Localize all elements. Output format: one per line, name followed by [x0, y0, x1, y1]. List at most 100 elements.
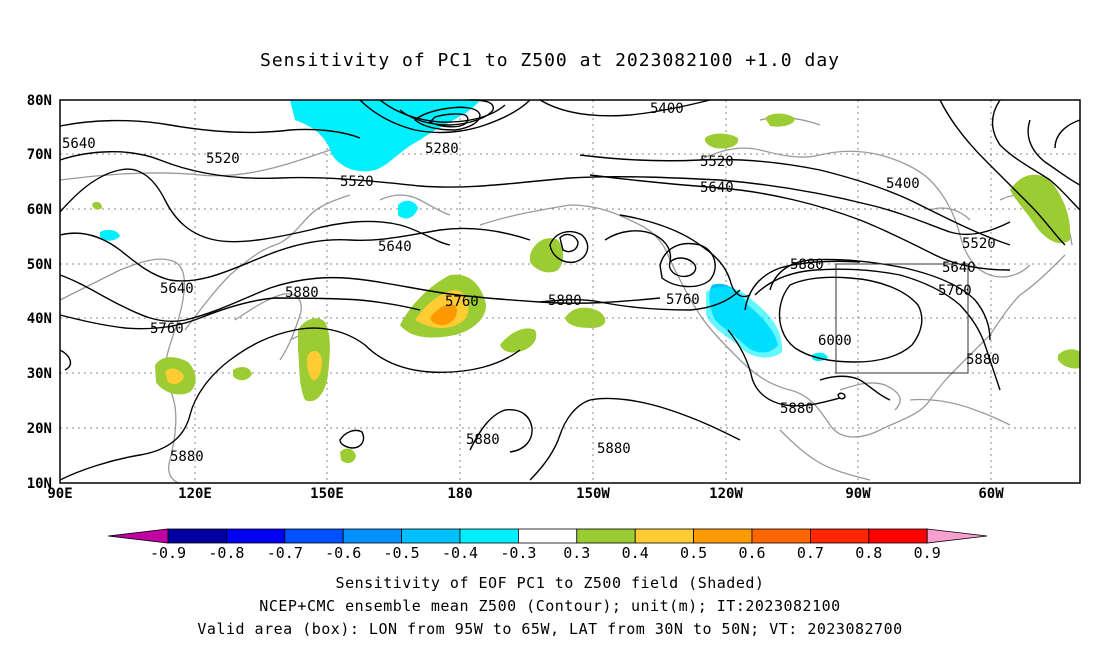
positive-region-small-3	[233, 366, 252, 381]
positive-region-mid-pacific	[500, 328, 537, 353]
positive-region-china-core	[165, 368, 184, 384]
colorbar-tick-label: 0.9	[914, 544, 941, 562]
contour-label: 5400	[886, 176, 920, 192]
sensitivity-shading	[92, 100, 1080, 464]
lat-label: 20N	[27, 421, 52, 437]
colorbar-tick-label: 0.8	[855, 544, 882, 562]
positive-region-mid-pacific-2	[565, 307, 606, 328]
lat-label: 50N	[27, 257, 52, 273]
colorbar-swatch	[225, 528, 286, 544]
map-frame	[59, 99, 1081, 484]
contour-label: 5880	[548, 293, 582, 309]
contour-label: 5760	[150, 321, 184, 337]
contour-label: 5400	[650, 101, 684, 117]
negative-region-small	[398, 200, 418, 219]
contour-labels: 5640 5520 5520 5280 5400 5520 5640 5400 …	[62, 101, 1000, 465]
lon-label: 90E	[47, 486, 72, 502]
colorbar-swatch	[167, 528, 227, 544]
contour-label: 5640	[942, 260, 976, 276]
colorbar-swatch	[459, 528, 519, 544]
colorbar-swatch	[693, 528, 753, 544]
colorbar-swatch	[868, 528, 928, 544]
colorbar-arrow-high	[926, 528, 988, 544]
positive-region-dateline-inner	[430, 304, 457, 326]
positive-region-small-2	[92, 201, 102, 210]
contour-label: 5880	[285, 285, 319, 301]
colorbar-swatch	[518, 528, 578, 544]
colorbar-tick-label: -0.9	[150, 544, 186, 562]
colorbar-tick-label: -0.8	[208, 544, 244, 562]
contour-label: 5880	[466, 432, 500, 448]
contour-label: 5520	[700, 154, 734, 170]
lat-axis-labels: 80N 70N 60N 50N 40N 30N 20N 10N	[27, 93, 52, 492]
z500-contours	[59, 99, 1081, 481]
lon-axis-labels: 90E 120E 150E 180 150W 120W 90W 60W	[47, 486, 1004, 502]
colorbar	[107, 528, 988, 544]
lat-label: 40N	[27, 311, 52, 327]
footer-line-1: Sensitivity of EOF PC1 to Z500 field (Sh…	[335, 574, 765, 592]
colorbar-tick-label: 0.4	[622, 544, 649, 562]
positive-region-arctic-2	[765, 113, 795, 127]
colorbar-labels: -0.9 -0.8 -0.7 -0.6 -0.5 -0.4 -0.3 0.3 0.4 0.5 0.6…	[150, 544, 941, 562]
contour-label: 5280	[425, 141, 459, 157]
lat-label: 10N	[27, 476, 52, 492]
contour-label: 5640	[62, 136, 96, 152]
contour-label: 5520	[206, 151, 240, 167]
positive-region-arctic	[704, 133, 739, 149]
contour-label: 5880	[966, 352, 1000, 368]
colorbar-swatch	[634, 528, 695, 544]
lat-label: 30N	[27, 366, 52, 382]
positive-region-west-pacific-core	[307, 350, 322, 381]
positive-region-small-1	[340, 448, 356, 464]
colorbar-tick-label: -0.6	[325, 544, 361, 562]
colorbar-tick-label: -0.7	[267, 544, 303, 562]
lat-label: 80N	[27, 93, 52, 109]
contour-label: 5520	[340, 174, 374, 190]
lon-label: 60W	[978, 486, 1004, 502]
colorbar-swatch	[751, 528, 811, 544]
lon-label: 180	[447, 486, 472, 502]
contour-label: 5760	[938, 283, 972, 299]
footer-line-3: Valid area (box): LON from 95W to 65W, L…	[197, 620, 903, 638]
lon-label: 150E	[310, 486, 344, 502]
contour-label: 5880	[597, 441, 631, 457]
contour-label: 6000	[818, 333, 852, 349]
figure-title: Sensitivity of PC1 to Z500 at 2023082100…	[259, 50, 840, 71]
colorbar-swatch	[342, 528, 403, 544]
lon-label: 150W	[576, 486, 610, 502]
colorbar-tick-label: 0.7	[797, 544, 824, 562]
positive-region-atlantic	[1058, 349, 1080, 369]
lat-label: 70N	[27, 147, 52, 163]
negative-region-small-2	[100, 229, 120, 241]
contour-label: 5760	[666, 292, 700, 308]
valid-area-box	[835, 263, 969, 374]
contour-label: 5880	[780, 401, 814, 417]
positive-region-east-canada	[1010, 174, 1071, 244]
colorbar-swatch	[284, 528, 344, 544]
contour-label: 5880	[170, 449, 204, 465]
contour-label: 5640	[700, 180, 734, 196]
colorbar-tick-label: 0.5	[680, 544, 707, 562]
lat-label: 60N	[27, 202, 52, 218]
contour-label: 5520	[962, 236, 996, 252]
lon-label: 90W	[845, 486, 871, 502]
positive-region-aleutian	[530, 238, 564, 273]
colorbar-arrow-low	[107, 528, 169, 544]
contour-label: 5880	[790, 257, 824, 273]
negative-region-north-pacific	[290, 100, 480, 172]
contour-label: 5760	[445, 294, 479, 310]
contour-label: 5640	[378, 239, 412, 255]
negative-region-west-us-edge	[706, 286, 783, 358]
colorbar-tick-label: 0.3	[563, 544, 590, 562]
lon-label: 120W	[709, 486, 743, 502]
footer-line-2: NCEP+CMC ensemble mean Z500 (Contour); u…	[259, 597, 841, 615]
lon-label: 120E	[178, 486, 212, 502]
contour-label: 5640	[160, 281, 194, 297]
colorbar-tick-label: -0.3	[500, 544, 536, 562]
colorbar-swatch	[810, 528, 870, 544]
colorbar-swatch	[576, 528, 636, 544]
colorbar-tick-label: -0.4	[442, 544, 478, 562]
colorbar-swatch	[401, 528, 461, 544]
colorbar-tick-label: 0.6	[738, 544, 765, 562]
